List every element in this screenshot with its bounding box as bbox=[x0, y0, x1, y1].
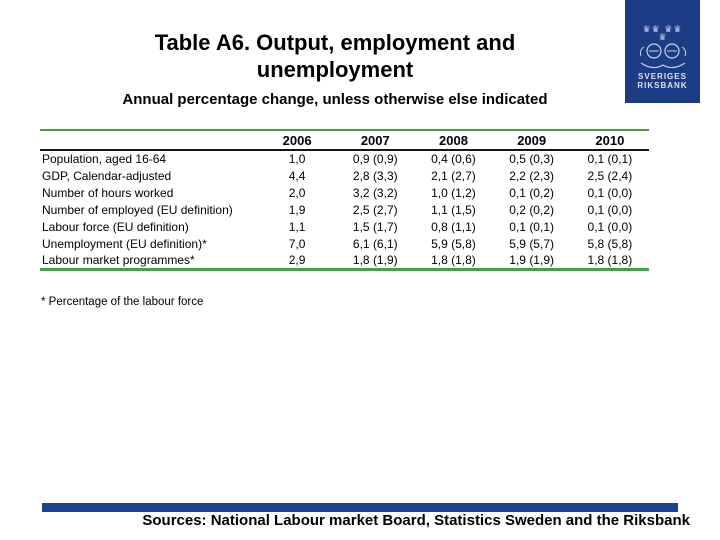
row-label: Number of employed (EU definition) bbox=[42, 202, 233, 217]
cell-value: 5,8 (5,8) bbox=[587, 236, 633, 251]
cell-value: 1,1 bbox=[288, 219, 306, 234]
cell-value: 1,8 (1,8) bbox=[587, 252, 633, 267]
page-subtitle: Annual percentage change, unless otherwi… bbox=[122, 91, 548, 108]
cell-value: 2,2 (2,3) bbox=[509, 168, 554, 183]
page-title-line2: unemployment bbox=[256, 57, 414, 82]
cell-value: 2,0 bbox=[288, 185, 306, 200]
table-row: GDP, Calendar-adjusted 4,4 2,8 (3,3) 2,1… bbox=[40, 167, 649, 184]
table-header-row: 2006 2007 2008 2009 2010 bbox=[40, 130, 649, 151]
cell-value: 0,1 (0,0) bbox=[587, 185, 633, 200]
sources-line: Sources: National Labour market Board, S… bbox=[142, 512, 690, 529]
cell-value: 0,1 (0,0) bbox=[587, 219, 633, 234]
cell-value: 3,2 (3,2) bbox=[352, 185, 398, 200]
crowns-icon: ♛♛ ♛♛ bbox=[642, 24, 683, 34]
table-row: Labour force (EU definition) 1,1 1,5 (1,… bbox=[40, 218, 649, 235]
cell-value: 2,8 (3,3) bbox=[352, 168, 398, 183]
cell-value: 1,0 bbox=[288, 152, 306, 166]
cell-value: 1,8 (1,9) bbox=[352, 252, 398, 267]
row-label: Labour force (EU definition) bbox=[42, 219, 189, 234]
cell-value: 1,0 (1,2) bbox=[431, 185, 476, 200]
cell-value: 0,1 (0,1) bbox=[587, 152, 633, 166]
year-header: 2010 bbox=[570, 130, 649, 151]
row-label: Labour market programmes* bbox=[42, 252, 195, 267]
cell-value: 1,9 bbox=[288, 202, 306, 217]
year-header: 2009 bbox=[492, 130, 571, 151]
corner-cell bbox=[40, 130, 258, 151]
cell-value: 1,8 (1,8) bbox=[431, 252, 476, 267]
title-block: Table A6. Output, employment and unemplo… bbox=[10, 29, 660, 108]
cell-value: 0,4 (0,6) bbox=[431, 152, 476, 166]
cell-value: 1,9 (1,9) bbox=[509, 252, 554, 267]
cell-value: 2,5 (2,7) bbox=[352, 202, 398, 217]
row-label: Number of hours worked bbox=[42, 185, 174, 200]
table-row: Number of hours worked 2,0 3,2 (3,2) 1,0… bbox=[40, 184, 649, 201]
year-header: 2008 bbox=[414, 130, 493, 151]
table-row: Population, aged 16-64 1,0 0,9 (0,9) 0,4… bbox=[40, 150, 649, 167]
table-row: Labour market programmes* 2,9 1,8 (1,9) … bbox=[40, 252, 649, 269]
cell-value: 2,1 (2,7) bbox=[431, 168, 476, 183]
footnote: * Percentage of the labour force bbox=[41, 296, 204, 308]
rosette-emblem-icon bbox=[639, 43, 686, 69]
cell-value: 0,1 (0,1) bbox=[509, 219, 554, 234]
cell-value: 0,1 (0,0) bbox=[587, 202, 633, 217]
table-row: Number of employed (EU definition) 1,9 2… bbox=[40, 201, 649, 218]
row-label: Population, aged 16-64 bbox=[42, 152, 167, 166]
data-table: 2006 2007 2008 2009 2010 Population, age… bbox=[40, 129, 649, 271]
cell-value: 0,9 (0,9) bbox=[352, 152, 398, 166]
cell-value: 1,1 (1,5) bbox=[431, 202, 476, 217]
cell-value: 5,9 (5,8) bbox=[431, 236, 476, 251]
cell-value: 0,5 (0,3) bbox=[509, 152, 554, 166]
logo-org-line2: RIKSBANK bbox=[637, 81, 688, 90]
cell-value: 0,2 (0,2) bbox=[509, 202, 554, 217]
cell-value: 2,9 bbox=[288, 252, 306, 267]
year-header: 2006 bbox=[258, 130, 337, 151]
table-row: Unemployment (EU definition)* 7,0 6,1 (6… bbox=[40, 235, 649, 252]
cell-value: 5,9 (5,7) bbox=[509, 236, 554, 251]
row-label: Unemployment (EU definition)* bbox=[42, 236, 207, 251]
footer-divider-bar bbox=[42, 503, 678, 512]
cell-value: 6,1 (6,1) bbox=[352, 236, 398, 251]
crown-icon: ♛ bbox=[658, 32, 667, 42]
cell-value: 2,5 (2,4) bbox=[587, 168, 633, 183]
cell-value: 4,4 bbox=[288, 168, 306, 183]
page-title-line1: Table A6. Output, employment and bbox=[154, 30, 516, 55]
cell-value: 7,0 bbox=[288, 236, 306, 251]
year-header: 2007 bbox=[336, 130, 415, 151]
riksbank-logo: ♛♛ ♛♛ ♛ SVERIGES RIKSBANK bbox=[625, 0, 700, 103]
cell-value: 1,5 (1,7) bbox=[352, 219, 398, 234]
cell-value: 0,1 (0,2) bbox=[509, 185, 554, 200]
cell-value: 0,8 (1,1) bbox=[431, 219, 476, 234]
logo-org-name: SVERIGES RIKSBANK bbox=[625, 72, 700, 90]
logo-org-line1: SVERIGES bbox=[638, 72, 687, 81]
row-label: GDP, Calendar-adjusted bbox=[42, 168, 172, 183]
